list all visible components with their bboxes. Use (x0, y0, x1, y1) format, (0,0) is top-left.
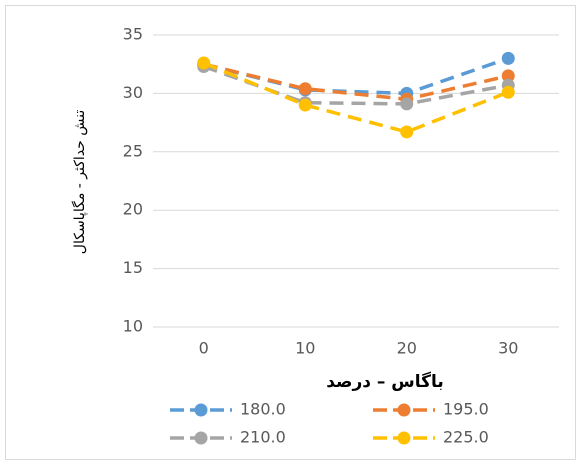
point (400, 97, 414, 111)
point (298, 82, 312, 96)
y-tick-label: 30 (123, 83, 143, 102)
x-tick-label: 20 (397, 339, 417, 358)
legend-marker (194, 403, 208, 417)
point (501, 51, 515, 65)
chart-border (5, 5, 576, 460)
point (298, 98, 312, 112)
series-line (203, 61, 509, 134)
x-tick-label: 10 (295, 339, 315, 358)
x-tick-label: 30 (498, 339, 518, 358)
y-tick-label: 20 (123, 200, 143, 219)
point (400, 125, 414, 139)
x-axis-label: باگاس – درصد (326, 371, 444, 392)
legend-label: 180.0 (240, 400, 286, 419)
y-tick-label: 35 (123, 25, 143, 44)
legend-marker (194, 431, 208, 445)
y-tick-label: 10 (123, 317, 143, 336)
legend-marker (397, 403, 411, 417)
x-tick-label: 0 (199, 339, 209, 358)
y-tick-label: 15 (123, 258, 143, 277)
legend-label: 210.0 (240, 428, 286, 447)
legend-label: 225.0 (443, 428, 489, 447)
legend-marker (397, 431, 411, 445)
legend-label: 195.0 (443, 400, 489, 419)
y-axis-label: تنش حداکثر - مگاپاسکال (71, 110, 88, 255)
series-line (203, 62, 509, 102)
y-tick-label: 25 (123, 141, 143, 160)
point (197, 56, 211, 70)
point (501, 69, 515, 83)
point (501, 85, 515, 99)
